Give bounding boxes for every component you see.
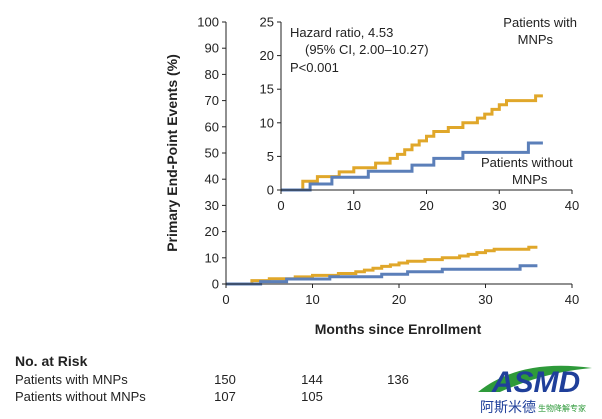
risk-table-heading: No. at Risk [15, 353, 88, 369]
hazard-ratio-text: Hazard ratio, 4.53 [290, 25, 393, 40]
legend-without-mnps-line1: Patients without [481, 155, 573, 170]
main-y-tick-label: 70 [205, 93, 219, 108]
inset-series-with-mnps [281, 94, 543, 192]
risk-with-10: 144 [301, 372, 323, 387]
main-series-without-mnps [226, 264, 538, 286]
inset-axes: 0 5 10 15 20 25 0 10 20 30 40 [260, 15, 580, 214]
asmd-watermark-logo: ASMD 阿斯米德 生物降解专家 [472, 362, 600, 418]
main-y-tick-label: 100 [197, 15, 219, 30]
inset-y-tick-label: 5 [267, 149, 274, 164]
risk-row-with-mnps-label: Patients with MNPs [15, 372, 128, 387]
watermark-swoosh [478, 365, 592, 392]
confidence-interval-text: (95% CI, 2.00–10.27) [305, 42, 429, 57]
risk-with-20: 136 [387, 372, 409, 387]
main-y-tick-label: 30 [205, 198, 219, 213]
risk-without-10: 105 [301, 389, 323, 404]
legend-with-mnps-line1: Patients with [503, 15, 577, 30]
main-y-tick-label: 0 [212, 277, 219, 292]
inset-y-tick-label: 20 [260, 48, 274, 63]
inset-y-tick-label: 15 [260, 82, 274, 97]
inset-series-group [281, 94, 543, 192]
main-x-tick-label: 40 [565, 292, 579, 307]
watermark-small-text: 生物降解专家 [538, 403, 586, 413]
inset-y-tick-label: 10 [260, 115, 274, 130]
inset-background [277, 22, 572, 190]
main-y-tick-label: 80 [205, 67, 219, 82]
legend-with-mnps-line2: MNPs [518, 32, 554, 47]
main-series-group [226, 245, 538, 286]
main-y-tick-label: 20 [205, 224, 219, 239]
legend-without-mnps-line2: MNPs [512, 172, 548, 187]
risk-row-without-mnps-label: Patients without MNPs [15, 389, 146, 404]
risk-without-0: 107 [214, 389, 236, 404]
watermark-logo-text: ASMD [491, 366, 580, 399]
watermark-chinese-text: 阿斯米德 [480, 399, 536, 415]
inset-x-tick-label: 20 [419, 198, 433, 213]
inset-y-tick-label: 0 [267, 183, 274, 198]
main-x-tick-label: 0 [222, 292, 229, 307]
inset-x-tick-label: 30 [492, 198, 506, 213]
main-y-tick-label: 50 [205, 146, 219, 161]
inset-y-tick-label: 25 [260, 15, 274, 30]
p-value-text: P<0.001 [290, 60, 339, 75]
main-y-tick-label: 60 [205, 119, 219, 134]
risk-with-0: 150 [214, 372, 236, 387]
inset-x-tick-label: 40 [565, 198, 579, 213]
main-x-tick-label: 20 [392, 292, 406, 307]
x-axis-label: Months since Enrollment [315, 321, 482, 337]
main-series-with-mnps [226, 245, 538, 286]
y-axis-label: Primary End-Point Events (%) [164, 54, 180, 252]
main-y-tick-label: 10 [205, 250, 219, 265]
main-y-tick-label: 40 [205, 172, 219, 187]
main-x-tick-label: 10 [305, 292, 319, 307]
inset-x-tick-label: 0 [277, 198, 284, 213]
inset-series-without-mnps [281, 141, 543, 192]
main-x-tick-label: 30 [478, 292, 492, 307]
main-y-tick-label: 90 [205, 41, 219, 56]
inset-x-tick-label: 10 [347, 198, 361, 213]
